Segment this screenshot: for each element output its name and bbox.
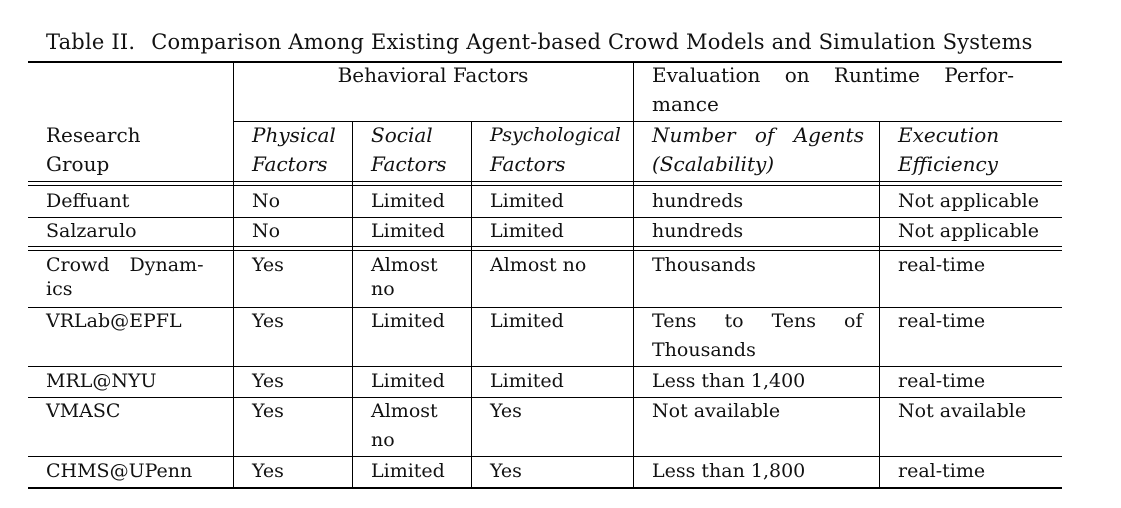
cell-physical-factors: Yes	[252, 254, 284, 276]
cell-physical-factors: No	[252, 190, 281, 212]
cell-physical-factors: Yes	[252, 310, 284, 332]
cell-research-group: VMASC	[46, 400, 121, 422]
cell-number-of-agents: Thousands	[652, 254, 756, 276]
cell-psychological-factors: Limited	[490, 310, 564, 332]
cell-research-group: MRL@NYU	[46, 370, 157, 392]
cell-research-group: Deffuant	[46, 190, 130, 212]
row-rule	[28, 307, 1062, 308]
cell-execution-efficiency: real-time	[898, 460, 986, 482]
cell-number-of-agents: hundreds	[652, 220, 744, 242]
cell-execution-efficiency: Not applicable	[898, 220, 1039, 242]
header-rule-1	[28, 181, 1062, 182]
caption-title: Comparison Among Existing Agent-based Cr…	[151, 30, 1033, 54]
behavioral-factors-header: Behavioral Factors	[337, 63, 529, 87]
cell-social-factors: Almost no	[371, 254, 438, 300]
cell-execution-efficiency: real-time	[898, 310, 986, 332]
row-rule	[28, 397, 1062, 398]
bottom-rule	[28, 487, 1062, 489]
column-header-psychological-factors: Psychological Factors	[490, 124, 621, 176]
cell-physical-factors: Yes	[252, 460, 284, 482]
cell-number-of-agents: hundreds	[652, 190, 744, 212]
section-rule-2	[28, 250, 1062, 251]
cell-execution-efficiency: real-time	[898, 254, 986, 276]
row-rule	[28, 217, 1062, 218]
cell-psychological-factors: Limited	[490, 190, 564, 212]
cell-number-of-agents: Less than 1,800	[652, 460, 806, 482]
column-divider	[233, 62, 234, 488]
cell-psychological-factors: Yes	[490, 400, 522, 422]
column-header-number-of-agents: Number of Agents (Scalability)	[652, 123, 864, 176]
column-divider	[471, 122, 472, 488]
column-header-social-factors: Social Factors	[371, 123, 447, 176]
caption-label: Table II.	[46, 30, 136, 54]
evaluation-header: Evaluation on Runtime Perfor-	[652, 63, 1014, 87]
column-divider	[879, 122, 880, 488]
cell-psychological-factors: Limited	[490, 370, 564, 392]
evaluation-header-cont: mance	[652, 92, 719, 116]
cell-psychological-factors: Yes	[490, 460, 522, 482]
cell-research-group: Crowd Dynam- ics	[46, 254, 204, 300]
cell-social-factors: Limited	[371, 220, 445, 242]
cell-psychological-factors: Almost no	[490, 254, 587, 276]
group-header-rule	[233, 121, 1062, 122]
row-rule	[28, 366, 1062, 367]
top-rule	[28, 61, 1062, 63]
column-header-research-group: Research Group	[46, 123, 141, 176]
cell-research-group: Salzarulo	[46, 220, 137, 242]
table-caption: Table II. Comparison Among Existing Agent…	[46, 30, 1033, 54]
cell-social-factors: Limited	[371, 190, 445, 212]
cell-social-factors: Limited	[371, 460, 445, 482]
column-header-physical-factors: Physical Factors	[252, 123, 336, 176]
section-rule-1	[28, 246, 1062, 247]
row-rule	[28, 456, 1062, 457]
cell-number-of-agents: Not available	[652, 400, 781, 422]
cell-execution-efficiency: Not available	[898, 400, 1027, 422]
cell-number-of-agents: Less than 1,400	[652, 370, 806, 392]
cell-social-factors: Almost no	[371, 400, 438, 451]
cell-number-of-agents: Tens to Tens of Thousands	[652, 310, 863, 361]
cell-research-group: VRLab@EPFL	[46, 310, 182, 332]
cell-physical-factors: Yes	[252, 400, 284, 422]
cell-physical-factors: No	[252, 220, 281, 242]
cell-execution-efficiency: real-time	[898, 370, 986, 392]
cell-social-factors: Limited	[371, 310, 445, 332]
cell-execution-efficiency: Not applicable	[898, 190, 1039, 212]
header-rule-2	[28, 185, 1062, 186]
cell-social-factors: Limited	[371, 370, 445, 392]
column-header-execution-efficiency: Execution Efficiency	[898, 123, 1000, 176]
column-divider	[633, 62, 634, 488]
cell-physical-factors: Yes	[252, 370, 284, 392]
cell-research-group: CHMS@UPenn	[46, 460, 193, 482]
cell-psychological-factors: Limited	[490, 220, 564, 242]
column-divider	[352, 122, 353, 488]
